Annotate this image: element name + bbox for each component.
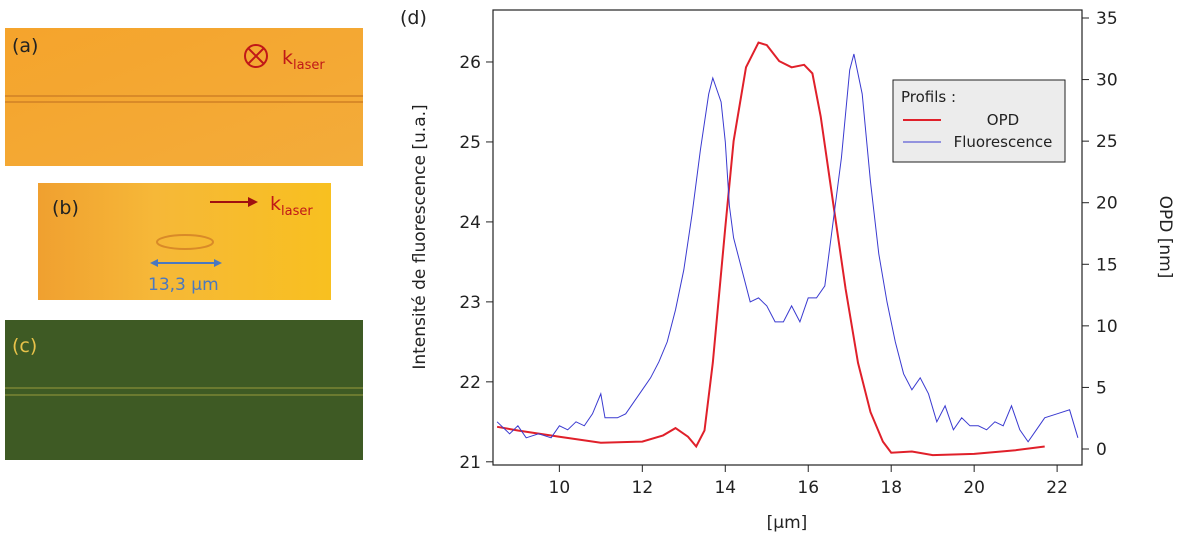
- y2-axis-label: OPD [nm]: [1155, 196, 1175, 279]
- k-subscript: laser: [281, 204, 313, 219]
- k-subscript: laser: [293, 58, 325, 73]
- scale-label: 13,3 µm: [148, 275, 219, 295]
- x-tick-label: 20: [963, 478, 985, 498]
- image-c: [5, 320, 363, 460]
- y2-tick-label: 35: [1096, 9, 1118, 29]
- y-tick-label: 25: [459, 133, 481, 153]
- k: k: [282, 47, 293, 69]
- y2-tick-label: 10: [1096, 317, 1118, 337]
- y2-tick-label: 20: [1096, 194, 1118, 214]
- k-label: klaser: [270, 193, 313, 219]
- scale-arrow: [150, 259, 158, 267]
- image-b: [38, 183, 331, 300]
- k-into-page: [244, 44, 268, 68]
- legend-title: Profils :: [901, 88, 956, 106]
- x-tick-label: 22: [1046, 478, 1068, 498]
- y-tick-label: 24: [459, 213, 481, 233]
- legend-label: Fluorescence: [954, 133, 1053, 151]
- panel-label: (d): [400, 7, 427, 29]
- scale-arrow: [214, 259, 222, 267]
- y2-tick-label: 25: [1096, 132, 1118, 152]
- y2-tick-label: 5: [1096, 378, 1107, 398]
- panel-label: (a): [12, 35, 38, 57]
- defect: [156, 234, 214, 250]
- y-tick-label: 22: [459, 373, 481, 393]
- x-tick-label: 16: [797, 478, 819, 498]
- x-tick-label: 14: [714, 478, 736, 498]
- x-tick-label: 18: [880, 478, 902, 498]
- legend-label: OPD: [987, 111, 1019, 129]
- y2-tick-label: 15: [1096, 255, 1118, 275]
- y-tick-label: 23: [459, 293, 481, 313]
- k: k: [270, 193, 281, 215]
- y-tick-label: 26: [459, 53, 481, 73]
- y-axis-label: Intensité de fluorescence [u.a.]: [410, 104, 430, 369]
- y-tick-label: 21: [459, 453, 481, 473]
- series-line: [496, 41, 1045, 457]
- series-line: [496, 53, 1079, 443]
- x-axis-label: [µm]: [767, 513, 808, 533]
- y2-tick-label: 0: [1096, 440, 1107, 460]
- k-arrow: [248, 197, 258, 207]
- panel-label: (b): [52, 197, 79, 219]
- k-label: klaser: [282, 47, 325, 73]
- x-tick-label: 12: [632, 478, 654, 498]
- k-into-page: [247, 47, 265, 65]
- plot-frame: [492, 9, 1083, 466]
- panel-label: (c): [12, 335, 37, 357]
- y2-tick-label: 30: [1096, 71, 1118, 91]
- x-tick-label: 10: [549, 478, 571, 498]
